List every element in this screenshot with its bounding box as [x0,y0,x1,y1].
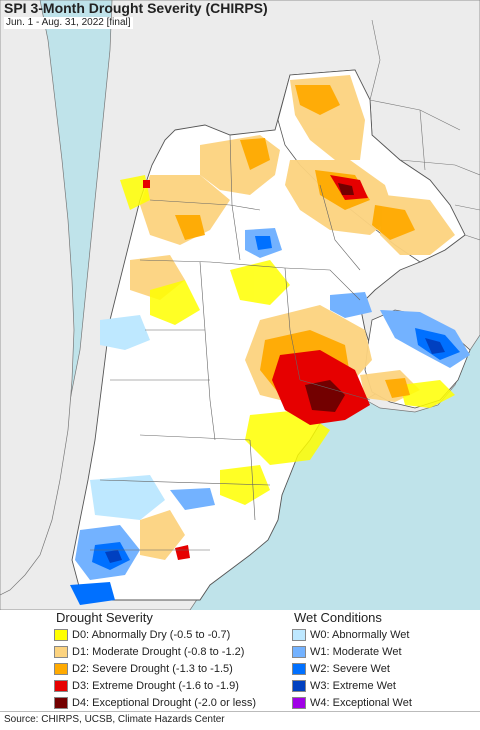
legend-swatch-d1 [54,645,68,658]
legend-swatch-w2 [292,662,306,675]
source-credit: Source: CHIRPS, UCSB, Climate Hazards Ce… [4,714,225,725]
legend-label-w2: W2: Severe Wet [310,662,390,675]
wet-legend-heading: Wet Conditions [294,610,382,625]
legend-swatch-w0 [292,628,306,641]
legend-swatch-d2 [54,662,68,675]
legend-swatch-d0 [54,628,68,641]
legend-label-w1: W1: Moderate Wet [310,645,402,658]
legend-item-w0: W0: Abnormally Wet [292,626,412,643]
legend-item-w3: W3: Extreme Wet [292,677,412,694]
wet-areas [70,228,470,605]
chile-coast [0,0,75,596]
legend-label-d3: D3: Extreme Drought (-1.6 to -1.9) [72,679,239,692]
brazil-state-lines [369,19,480,241]
legend-label-d1: D1: Moderate Drought (-0.8 to -1.2) [72,645,245,658]
legend-item-d1: D1: Moderate Drought (-0.8 to -1.2) [54,643,256,660]
legend-label-w0: W0: Abnormally Wet [310,628,410,641]
legend-label-w3: W3: Extreme Wet [310,679,396,692]
legend: Drought Severity D0: Abnormally Dry (-0.… [0,610,480,712]
map-title: SPI 3-Month Drought Severity (CHIRPS) [4,0,268,16]
legend-swatch-w3 [292,679,306,692]
legend-label-d0: D0: Abnormally Dry (-0.5 to -0.7) [72,628,231,641]
legend-item-w2: W2: Severe Wet [292,660,412,677]
legend-swatch-d3 [54,679,68,692]
legend-label-w4: W4: Exceptional Wet [310,696,412,709]
legend-item-d2: D2: Severe Drought (-1.3 to -1.5) [54,660,256,677]
drought-legend: Drought Severity D0: Abnormally Dry (-0.… [54,610,256,711]
d4-areas [305,183,354,412]
drought-legend-heading: Drought Severity [56,610,153,625]
legend-label-d2: D2: Severe Drought (-1.3 to -1.5) [72,662,233,675]
legend-swatch-d4 [54,696,68,709]
drought-map [0,0,480,610]
legend-item-d3: D3: Extreme Drought (-1.6 to -1.9) [54,677,256,694]
footer-divider [0,711,480,712]
legend-swatch-w1 [292,645,306,658]
legend-item-d0: D0: Abnormally Dry (-0.5 to -0.7) [54,626,256,643]
legend-label-d4: D4: Exceptional Drought (-2.0 or less) [72,696,257,709]
map-subtitle: Jun. 1 - Aug. 31, 2022 [final] [4,17,133,29]
wet-legend: Wet Conditions W0: Abnormally Wet W1: Mo… [292,610,412,711]
legend-item-d4: D4: Exceptional Drought (-2.0 or less) [54,694,256,711]
legend-swatch-w4 [292,696,306,709]
legend-item-w4: W4: Exceptional Wet [292,694,412,711]
legend-item-w1: W1: Moderate Wet [292,643,412,660]
province-borders [90,134,371,551]
